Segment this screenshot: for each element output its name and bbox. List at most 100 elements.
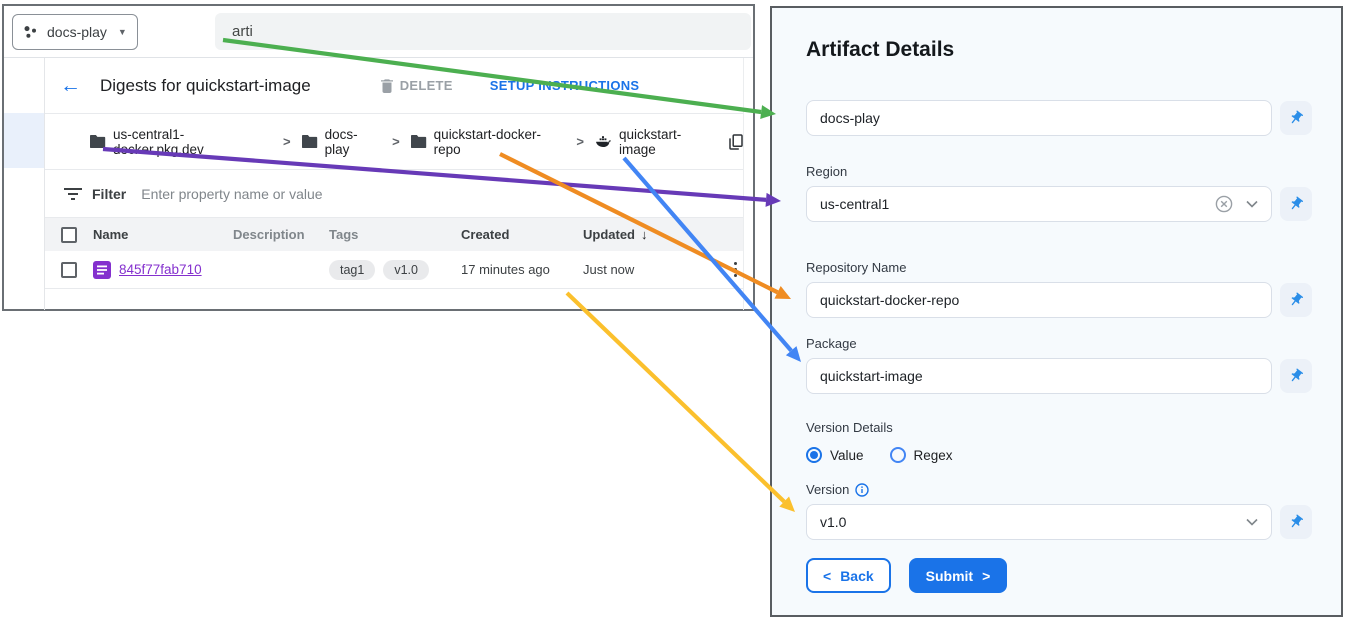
chevron-right-icon: > [982,567,991,584]
page-header: ← Digests for quickstart-image DELETE SE… [45,58,743,114]
folder-icon [90,135,106,148]
breadcrumb: us-central1-docker.pkg.dev > docs-play >… [45,114,743,170]
repository-field-group: Repository Name quickstart-docker-repo [806,260,1312,318]
info-icon[interactable] [855,482,870,497]
tag-chip[interactable]: tag1 [329,259,376,280]
pin-button[interactable] [1280,101,1312,135]
row-overflow-menu[interactable] [733,261,744,278]
table-header: Name Description Tags Created Updated ↓ [45,218,743,251]
pin-button[interactable] [1280,283,1312,317]
search-input-value: arti [232,23,253,40]
back-button[interactable]: < Back [806,558,891,593]
breadcrumb-item-project[interactable]: docs-play [301,126,381,157]
pin-button[interactable] [1280,359,1312,393]
repository-label: Repository Name [806,260,907,275]
breadcrumb-label: quickstart-docker-repo [433,126,541,157]
tag-chip[interactable]: v1.0 [383,259,429,280]
console-content: ← Digests for quickstart-image DELETE SE… [45,58,744,310]
artifact-details-panel: Artifact Details docs-play Region us-cen… [770,6,1343,617]
folder-icon [301,135,318,148]
radio-label: Regex [913,447,953,463]
column-header-updated[interactable]: Updated ↓ [583,227,648,242]
digest-icon [93,260,111,279]
filter-placeholder: Enter property name or value [141,185,323,202]
package-label: Package [806,336,857,351]
chevron-left-icon: < [823,567,832,584]
trash-icon [380,78,393,93]
column-header-description[interactable]: Description [233,227,305,242]
back-arrow-icon[interactable]: ← [60,74,81,97]
chevron-down-icon[interactable] [1246,200,1258,208]
folder-icon [410,135,427,148]
dropdown-caret-icon: ▼ [117,27,127,37]
package-field-group: Package quickstart-image [806,336,1312,394]
package-input-value: quickstart-image [820,368,923,384]
column-header-name[interactable]: Name [93,227,129,242]
repository-input[interactable]: quickstart-docker-repo [806,282,1272,318]
search-input[interactable]: arti [215,13,751,50]
pin-button[interactable] [1280,505,1312,539]
repository-input-value: quickstart-docker-repo [820,292,960,308]
form-buttons: < Back Submit > [806,558,1008,593]
region-select-value: us-central1 [820,196,890,212]
project-input-value: docs-play [820,110,880,126]
row-updated: Just now [583,262,635,277]
project-selector-label: docs-play [47,24,107,40]
radio-regex[interactable]: Regex [889,447,953,463]
console-body: ← Digests for quickstart-image DELETE SE… [4,58,753,310]
project-selector[interactable]: docs-play ▼ [12,14,138,50]
project-input[interactable]: docs-play [806,100,1272,136]
project-icon [23,25,38,40]
filter-bar[interactable]: Filter Enter property name or value [45,170,743,218]
version-details-group: Version Details Value Regex [806,420,1312,463]
breadcrumb-item-repository[interactable]: quickstart-docker-repo [410,126,566,157]
radio-label: Value [830,447,864,463]
setup-instructions-button[interactable]: SETUP INSTRUCTIONS [489,78,640,93]
column-header-created[interactable]: Created [461,227,510,242]
filter-icon [64,187,82,200]
filter-label: Filter [92,185,127,202]
radio-value[interactable]: Value [806,447,864,463]
chevron-right-icon: > [283,134,291,149]
breadcrumb-label: quickstart-image [618,126,682,157]
version-field-group: Version v1.0 [806,482,1312,540]
region-label: Region [806,164,848,179]
back-button-label: Back [840,567,874,584]
submit-button[interactable]: Submit > [908,558,1008,593]
version-details-label: Version Details [806,420,893,435]
pin-button[interactable] [1280,187,1312,221]
package-input[interactable]: quickstart-image [806,358,1272,394]
select-all-checkbox[interactable] [61,226,77,243]
breadcrumb-label: docs-play [324,126,358,157]
breadcrumb-item-registry[interactable]: us-central1-docker.pkg.dev [90,127,272,157]
breadcrumb-item-image[interactable]: quickstart-image [595,127,716,157]
chevron-right-icon: > [576,134,584,149]
delete-button[interactable]: DELETE [380,78,453,93]
table-row: 845f77fab710 tag1 v1.0 17 minutes ago Ju… [45,251,743,289]
side-gutter [4,58,45,310]
digest-link[interactable]: 845f77fab710 [119,262,202,277]
clear-icon[interactable] [1215,195,1233,213]
region-select[interactable]: us-central1 [806,186,1272,222]
copy-icon[interactable] [729,133,743,150]
delete-button-label: DELETE [399,78,453,93]
version-select[interactable]: v1.0 [806,504,1272,540]
version-mapping-arrow [565,291,795,512]
gutter-highlight [4,113,44,168]
sort-desc-icon: ↓ [641,227,648,242]
page-title: Digests for quickstart-image [100,75,311,95]
docker-whale-icon [595,135,612,149]
submit-button-label: Submit [925,567,974,584]
radio-unselected-icon [889,447,906,463]
column-header-tags[interactable]: Tags [329,227,359,242]
console-topbar: docs-play ▼ arti [4,6,753,58]
row-checkbox[interactable] [61,261,77,278]
chevron-down-icon[interactable] [1246,518,1258,526]
radio-selected-icon [806,447,822,463]
region-field-group: Region us-central1 [806,164,1312,222]
form-title: Artifact Details [806,38,955,61]
version-label: Version [806,482,850,497]
chevron-right-icon: > [392,134,400,149]
project-field-group: docs-play [806,100,1312,136]
